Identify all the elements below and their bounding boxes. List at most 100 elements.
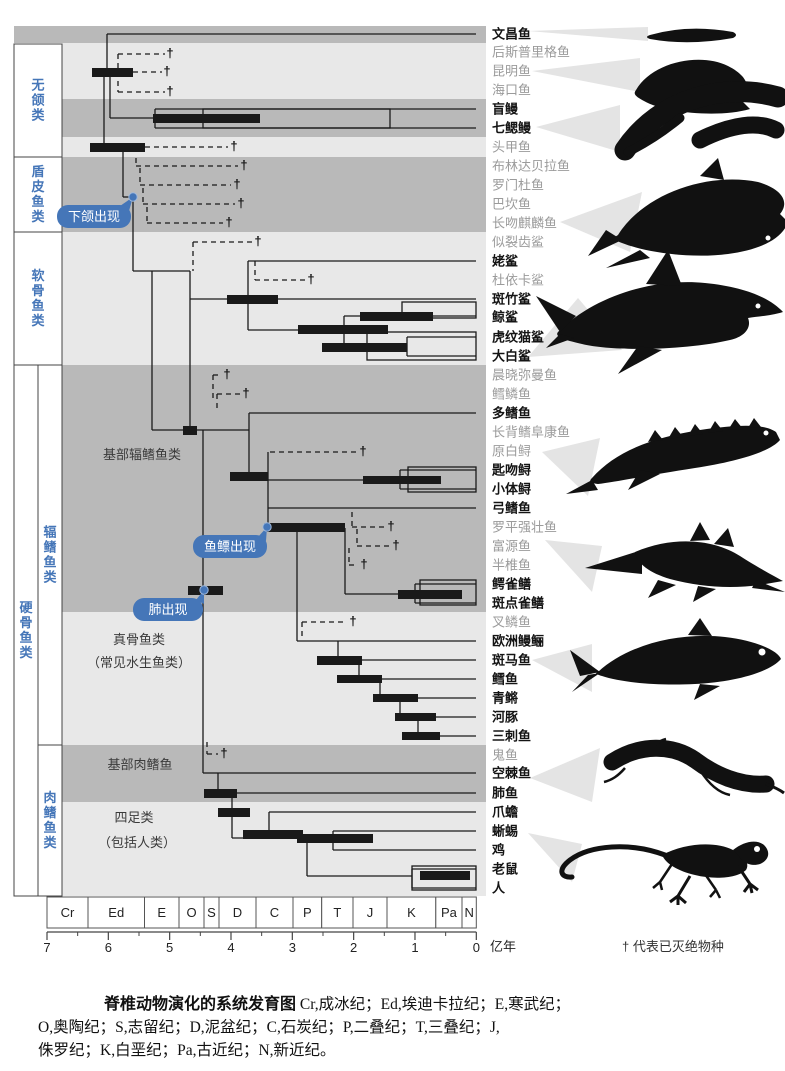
group-label: 硬骨鱼类 — [19, 600, 33, 660]
range-bar — [363, 476, 441, 484]
extinct-dagger: † — [237, 196, 244, 211]
range-bar — [398, 590, 462, 599]
clade-label: （常见水生鱼类） — [87, 655, 191, 670]
extinct-dagger: † — [254, 234, 261, 249]
callout-bubble — [57, 205, 131, 228]
range-bar — [373, 694, 418, 702]
era-label: O — [186, 905, 196, 920]
caption-line1: Cr,成冰纪；Ed,埃迪卡拉纪；E,寒武纪； — [296, 996, 571, 1013]
animal-silhouettes — [536, 28, 785, 905]
species-label: 长背鳍阜康鱼 — [492, 425, 570, 440]
range-bar — [264, 523, 345, 532]
species-label: 晨晓弥曼鱼 — [492, 368, 557, 383]
species-label: 匙吻鲟 — [491, 463, 531, 478]
axis-tick-label: 3 — [289, 940, 296, 955]
species-label: 斑竹鲨 — [492, 292, 531, 307]
extinct-dagger: † — [166, 84, 173, 99]
group-label: 无颌类 — [30, 78, 45, 123]
range-bar — [230, 472, 268, 481]
extinct-dagger: † — [163, 64, 170, 79]
species-label: 长吻麒麟鱼 — [492, 216, 557, 231]
callout-bubble — [133, 598, 203, 621]
species-label: 姥鲨 — [492, 254, 518, 269]
species-labels: 文昌鱼后斯普里格鱼昆明鱼海口鱼盲鳗七鳃鳗头甲鱼布林达贝拉鱼罗门杜鱼巴坎鱼长吻麒麟… — [491, 27, 570, 896]
axis-tick-label: 6 — [105, 940, 112, 955]
species-label: 虎纹猫鲨 — [492, 330, 544, 345]
event-dot — [128, 192, 138, 202]
band — [62, 802, 486, 896]
clade-label: 真骨鱼类 — [113, 632, 165, 647]
range-bar — [153, 114, 260, 123]
silhouette-lizard — [559, 841, 769, 905]
species-label: 弓鳍鱼 — [492, 501, 531, 516]
callout-bubble — [193, 535, 267, 558]
era-box — [386, 896, 437, 929]
species-label: 海口鱼 — [492, 83, 531, 98]
species-label: 后斯普里格鱼 — [492, 45, 570, 60]
species-label: 半椎鱼 — [492, 558, 531, 573]
caption-line3: 侏罗纪；K,白垩纪；Pa,古近纪；N,新近纪。 — [38, 1042, 336, 1059]
era-label: Ed — [108, 905, 124, 920]
group-box — [37, 364, 63, 746]
species-label: 鬼鱼 — [492, 748, 518, 763]
extinct-dagger: † — [233, 177, 240, 192]
silhouette-lungfish — [603, 737, 785, 797]
range-bar-hollow — [407, 466, 477, 493]
caption-title: 脊椎动物演化的系统发育图 — [104, 996, 297, 1013]
species-label: 鲸鲨 — [492, 310, 518, 325]
group-label: 软骨鱼类 — [31, 268, 45, 328]
era-box — [178, 896, 205, 929]
range-bar — [183, 426, 197, 435]
range-bar — [204, 789, 237, 798]
range-bar — [420, 871, 470, 880]
era-label: P — [303, 905, 312, 920]
silhouette-lamprey — [614, 81, 785, 161]
era-label: C — [270, 905, 279, 920]
figure-caption: 脊椎动物演化的系统发育图 Cr,成冰纪；Ed,埃迪卡拉纪；E,寒武纪； O,奥陶… — [38, 993, 754, 1062]
species-label: 青鳉 — [492, 691, 518, 706]
era-box — [87, 896, 145, 929]
species-label: 人 — [492, 881, 506, 896]
extinct-legend: † 代表已灭绝物种 — [622, 939, 724, 954]
species-label: 斑点雀鳝 — [492, 596, 544, 611]
range-bar — [322, 343, 407, 352]
background-bands — [14, 26, 486, 896]
species-label: 罗平强壮鱼 — [492, 520, 557, 535]
range-bar — [218, 808, 250, 817]
extinct-dagger: † — [360, 557, 367, 572]
range-bar — [402, 732, 440, 740]
era-label: N — [464, 905, 473, 920]
range-bar — [337, 675, 382, 683]
range-bar — [227, 295, 278, 304]
species-label: 文昌鱼 — [492, 27, 531, 42]
species-label: 河豚 — [492, 710, 519, 725]
era-box — [218, 896, 257, 929]
species-label: 布林达贝拉鱼 — [492, 159, 570, 174]
group-label: 肉鳍鱼类 — [43, 790, 57, 850]
extinct-dagger: † — [220, 746, 227, 761]
species-label: 肺鱼 — [492, 786, 518, 801]
group-box — [13, 364, 39, 897]
extinct-dagger: † — [225, 215, 232, 230]
species-label: 头甲鱼 — [492, 140, 531, 155]
species-label: 蜥蜴 — [492, 824, 518, 839]
species-label: 斑马鱼 — [492, 653, 531, 668]
species-label: 空棘鱼 — [492, 766, 531, 781]
event-dot — [262, 522, 272, 532]
range-bar — [92, 68, 133, 77]
era-label: D — [233, 905, 242, 920]
era-label: S — [207, 905, 216, 920]
extinct-dagger: † — [166, 46, 173, 61]
species-label: 富源鱼 — [492, 539, 531, 554]
axis-tick-label: 1 — [411, 940, 418, 955]
group-box — [13, 156, 63, 233]
range-bar — [243, 830, 303, 839]
clade-label: 基部辐鳍鱼类 — [103, 447, 181, 462]
species-label: 巴坎鱼 — [492, 197, 531, 212]
range-bar-hollow — [366, 331, 477, 361]
species-label: 七鳃鳗 — [492, 121, 532, 136]
species-label: 似裂齿鲨 — [492, 235, 544, 250]
era-box — [461, 896, 477, 929]
